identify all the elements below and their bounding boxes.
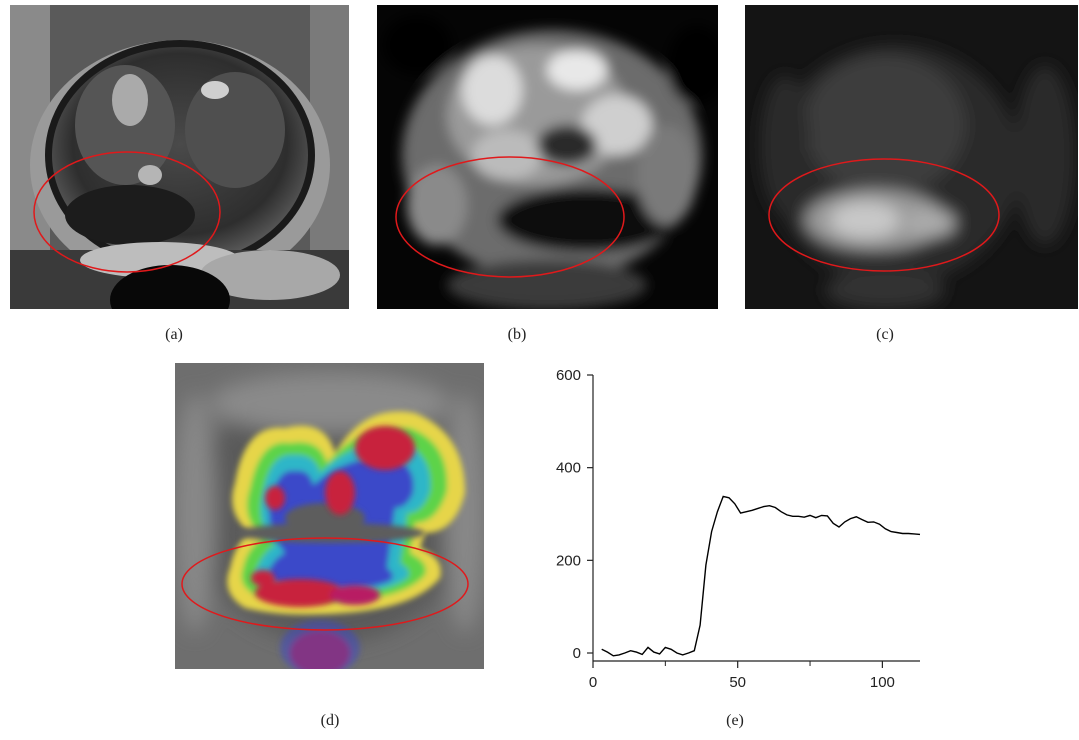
t2-mri-image [10, 5, 349, 309]
roi-ellipse [395, 156, 625, 278]
dwi-image [745, 5, 1078, 309]
x-tick-label: 100 [870, 674, 895, 691]
y-tick-label: 0 [573, 645, 581, 662]
roi-ellipse [181, 537, 469, 631]
panel-e-time-intensity-chart: 0 200 400 600 0 50 100 [530, 363, 930, 703]
y-tick-label: 600 [556, 367, 581, 384]
caption-d: (d) [320, 712, 340, 729]
panel-b-adc-map [377, 5, 718, 309]
series-line [601, 495, 921, 657]
caption-c: (c) [876, 326, 894, 343]
y-tick-label: 200 [556, 552, 581, 569]
y-tick-label: 400 [556, 460, 581, 477]
caption-e: (e) [726, 712, 744, 729]
panel-d-perfusion-map [175, 363, 484, 669]
roi-ellipse [768, 158, 1000, 272]
panel-a-t2-image [10, 5, 349, 309]
perfusion-color-map [175, 363, 484, 669]
time-intensity-chart: 0 200 400 600 0 50 100 [556, 367, 921, 691]
caption-b: (b) [507, 326, 527, 343]
caption-a: (a) [165, 326, 183, 343]
x-tick-label: 50 [729, 674, 746, 691]
x-tick-label: 0 [589, 674, 597, 691]
panel-c-dwi-image [745, 5, 1078, 309]
adc-map-image [377, 5, 718, 309]
roi-ellipse [33, 151, 221, 273]
